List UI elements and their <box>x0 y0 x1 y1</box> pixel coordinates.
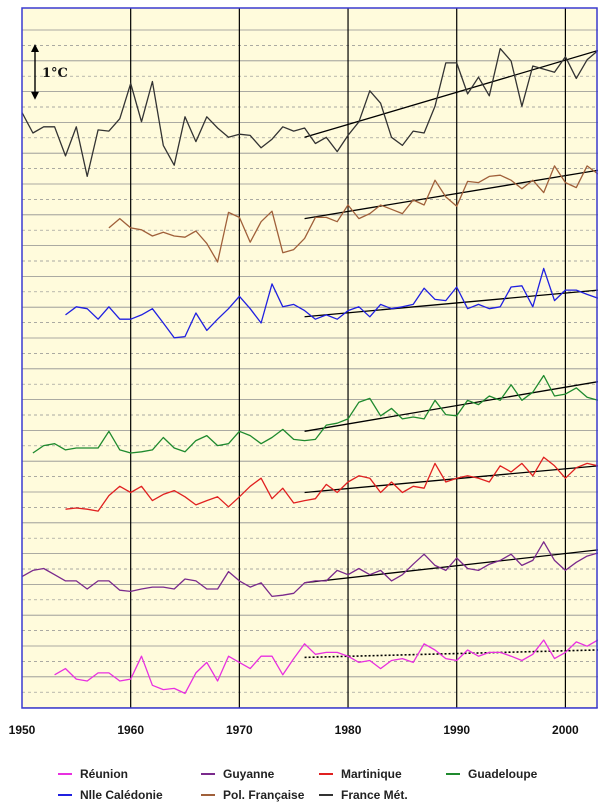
x-tick-label-2000: 2000 <box>552 723 579 737</box>
legend-item-pol-francaise: Pol. Française <box>201 788 304 802</box>
scale-arrow-up-icon <box>31 44 39 52</box>
trend-line-guadeloupe <box>304 381 598 432</box>
temperature-chart: 1°C 1950 1960 1970 1980 1990 2000 <box>9 7 598 737</box>
series-line-guyanne <box>21 541 598 598</box>
legend-swatch <box>446 773 460 775</box>
legend-swatch <box>319 773 333 775</box>
trend-line-france-met <box>304 49 598 138</box>
legend-label-guyanne: Guyanne <box>223 767 275 781</box>
series-lines <box>21 47 598 695</box>
legend: Réunion Guyanne Martinique Guadeloupe Nl… <box>0 760 598 807</box>
x-tick-label-1970: 1970 <box>226 723 253 737</box>
legend-swatch <box>58 773 72 775</box>
trend-line-nlle-caledonie <box>304 289 598 318</box>
series-line-reunion <box>54 639 598 695</box>
x-tick-label-1980: 1980 <box>335 723 362 737</box>
legend-swatch <box>201 773 215 775</box>
series-line-martinique <box>65 456 598 512</box>
legend-swatch <box>201 794 215 796</box>
legend-label-france-met: France Mét. <box>341 788 408 802</box>
x-tick-label-1950: 1950 <box>9 723 36 737</box>
legend-label-pol-francaise: Pol. Française <box>223 788 305 802</box>
scale-arrow-down-icon <box>31 91 39 100</box>
series-line-france-met <box>21 47 598 178</box>
legend-label-martinique: Martinique <box>341 767 402 781</box>
legend-item-nlle-caledonie: Nlle Calédonie <box>58 788 163 802</box>
trend-lines <box>304 49 598 659</box>
legend-item-france-met: France Mét. <box>319 788 408 802</box>
legend-label-reunion: Réunion <box>80 767 128 781</box>
legend-item-guadeloupe: Guadeloupe <box>446 767 537 781</box>
legend-label-nlle-caledonie: Nlle Calédonie <box>80 788 163 802</box>
trend-line-guyanne <box>304 549 598 584</box>
plot-area <box>22 8 598 708</box>
scale-bar-label: 1°C <box>42 66 68 81</box>
x-tick-label-1990: 1990 <box>443 723 470 737</box>
scale-bar: 1°C <box>31 44 68 100</box>
legend-swatch <box>58 794 72 796</box>
legend-swatch <box>319 794 333 796</box>
legend-label-guadeloupe: Guadeloupe <box>468 767 538 781</box>
legend-item-guyanne: Guyanne <box>201 767 274 781</box>
trend-line-martinique <box>304 465 598 494</box>
trend-line-reunion <box>304 649 598 659</box>
x-axis-ticks: 1950 1960 1970 1980 1990 2000 <box>9 723 579 737</box>
x-tick-label-1960: 1960 <box>117 723 144 737</box>
series-line-nlle-caledonie <box>65 267 598 339</box>
series-line-guadeloupe <box>32 374 598 454</box>
plot-border <box>21 7 598 709</box>
legend-item-reunion: Réunion <box>58 767 128 781</box>
series-line-pol-francaise <box>108 165 598 263</box>
legend-item-martinique: Martinique <box>319 767 402 781</box>
